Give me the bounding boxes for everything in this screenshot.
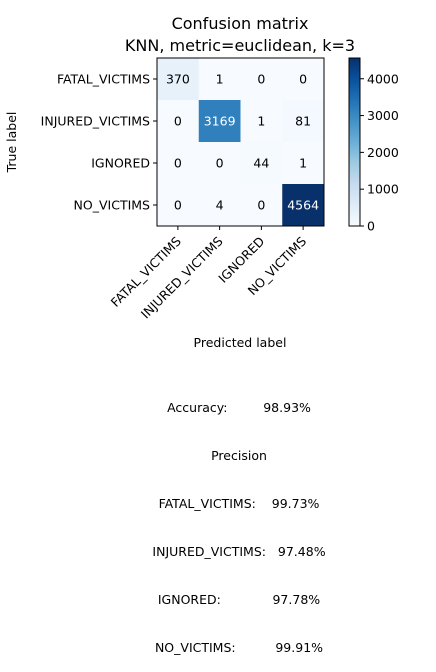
matrix-cell (282, 100, 325, 143)
cell-value-label: 0 (257, 198, 265, 213)
matrix-cell (198, 184, 241, 227)
matrix-cell (240, 58, 283, 101)
cell-value-label: 4564 (287, 198, 319, 213)
matrix-cell (240, 100, 283, 143)
colorbar-ticks: 0 1000 2000 3000 4000 (360, 71, 399, 234)
cell-value-label: 0 (257, 72, 265, 87)
colorbar-tick-label: 4000 (367, 71, 399, 86)
cell-labels: 370 1 0 0 0 3169 1 81 0 0 44 1 0 4 0 4564 (166, 72, 319, 213)
matrix-cell (157, 184, 200, 227)
y-tick-label: INJURED_VICTIMS (41, 114, 150, 129)
metrics-summary: Accuracy: 98.93% Precision FATAL_VICTIMS… (0, 368, 436, 672)
cell-value-label: 0 (174, 114, 182, 129)
accuracy-label: Accuracy: (167, 400, 228, 415)
precision-heading: Precision (211, 448, 267, 463)
matrix-cell (157, 100, 200, 143)
precision-value: 97.48% (277, 544, 326, 559)
cell-value-label: 0 (174, 156, 182, 171)
x-tick-label: INJURED_VICTIMS (138, 233, 226, 321)
precision-label: INJURED_VICTIMS: (152, 544, 266, 559)
precision-label: IGNORED: (157, 592, 221, 607)
y-tick-label: NO_VICTIMS (74, 198, 151, 213)
x-axis-ticks: FATAL_VICTIMSINJURED_VICTIMSIGNOREDNO_VI… (108, 226, 309, 321)
precision-line-novictims: NO_VICTIMS: 99.91% (0, 640, 436, 656)
colorbar-tick-label: 1000 (367, 182, 399, 197)
matrix-cell (198, 58, 241, 101)
colorbar-tick-label: 3000 (367, 108, 399, 123)
matrix-cell (282, 184, 325, 227)
matrix-frame (156, 57, 325, 227)
colorbar (348, 57, 361, 227)
cell-value-label: 370 (166, 72, 190, 87)
precision-line-ignored: IGNORED: 97.78% (0, 592, 436, 608)
precision-value: 97.78% (272, 592, 321, 607)
matrix-cell (240, 184, 283, 227)
accuracy-value: 98.93% (263, 400, 311, 415)
y-tick-label: FATAL_VICTIMS (57, 72, 150, 87)
cell-value-label: 81 (295, 114, 311, 129)
precision-line-injured: INJURED_VICTIMS: 97.48% (0, 544, 436, 560)
precision-value: 99.91% (275, 640, 324, 655)
y-tick-label: IGNORED (91, 156, 150, 171)
cell-value-label: 0 (174, 198, 182, 213)
colorbar-tick-label: 2000 (367, 145, 399, 160)
cell-value-label: 1 (216, 72, 224, 87)
colorbar-tick-label: 0 (367, 219, 375, 234)
y-axis-ticks: FATAL_VICTIMS INJURED_VICTIMS IGNORED NO_VI… (41, 72, 157, 213)
cell-value-label: 1 (299, 156, 307, 171)
chart-title-line2: KNN, metric=euclidean, k=3 (125, 36, 355, 55)
precision-label: NO_VICTIMS: (154, 640, 236, 655)
matrix-cell (240, 142, 283, 185)
matrix-cell (157, 142, 200, 185)
x-tick-label: FATAL_VICTIMS (108, 233, 184, 309)
matrix-cell (282, 142, 325, 185)
precision-label: FATAL_VICTIMS: (158, 496, 256, 511)
cell-value-label: 0 (299, 72, 307, 87)
y-axis-label: True label (4, 112, 19, 174)
confusion-matrix-figure: Confusion matrix KNN, metric=euclidean, … (4, 14, 399, 350)
matrix-cell (198, 142, 241, 185)
x-axis-label: Predicted label (194, 335, 287, 350)
cell-value-label: 4 (216, 198, 224, 213)
chart-title-line1: Confusion matrix (172, 14, 309, 33)
precision-value: 99.73% (271, 496, 320, 511)
cell-value-label: 1 (257, 114, 265, 129)
cell-value-label: 44 (253, 156, 269, 171)
cell-value-label: 3169 (204, 114, 236, 129)
matrix-cell (282, 58, 325, 101)
matrix-cell (157, 58, 200, 101)
cell-value-label: 0 (216, 156, 224, 171)
accuracy-line: Accuracy: 98.93% (0, 400, 436, 416)
matrix-cell (198, 100, 241, 143)
matrix-cells (157, 58, 325, 227)
precision-line-fatal: FATAL_VICTIMS: 99.73% (0, 496, 436, 512)
